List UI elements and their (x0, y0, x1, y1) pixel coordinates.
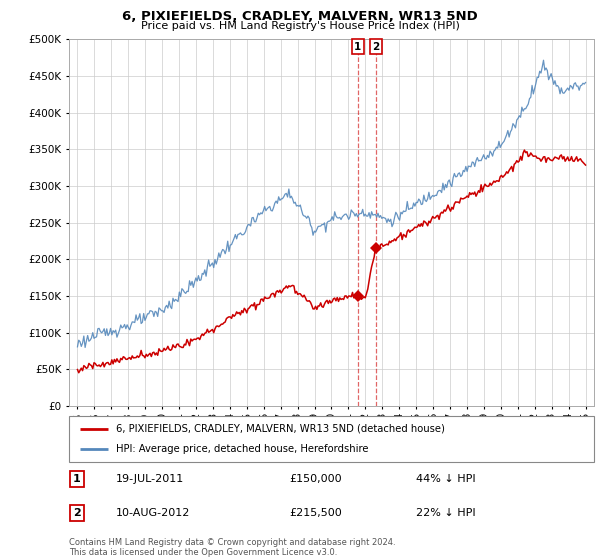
Text: £150,000: £150,000 (290, 474, 342, 484)
Text: 1: 1 (73, 474, 81, 484)
Text: 19-JUL-2011: 19-JUL-2011 (116, 474, 185, 484)
Text: 44% ↓ HPI: 44% ↓ HPI (415, 474, 475, 484)
Text: 6, PIXIEFIELDS, CRADLEY, MALVERN, WR13 5ND: 6, PIXIEFIELDS, CRADLEY, MALVERN, WR13 5… (122, 10, 478, 23)
Text: 2: 2 (73, 508, 81, 518)
Text: 1: 1 (354, 41, 361, 52)
Text: 6, PIXIEFIELDS, CRADLEY, MALVERN, WR13 5ND (detached house): 6, PIXIEFIELDS, CRADLEY, MALVERN, WR13 5… (116, 424, 445, 434)
Text: Contains HM Land Registry data © Crown copyright and database right 2024.
This d: Contains HM Land Registry data © Crown c… (69, 538, 395, 557)
Text: 2: 2 (372, 41, 379, 52)
Text: £215,500: £215,500 (290, 508, 342, 518)
Text: HPI: Average price, detached house, Herefordshire: HPI: Average price, detached house, Here… (116, 444, 369, 454)
FancyBboxPatch shape (69, 416, 594, 462)
Text: 10-AUG-2012: 10-AUG-2012 (116, 508, 191, 518)
Text: Price paid vs. HM Land Registry's House Price Index (HPI): Price paid vs. HM Land Registry's House … (140, 21, 460, 31)
Text: 22% ↓ HPI: 22% ↓ HPI (415, 508, 475, 518)
